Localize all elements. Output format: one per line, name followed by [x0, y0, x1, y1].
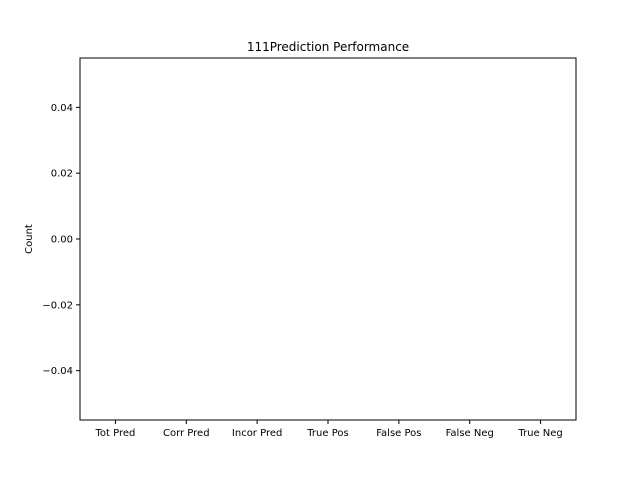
x-tick-label: Incor Pred — [232, 428, 282, 439]
plot-frame — [79, 57, 577, 421]
y-axis-label: Count — [24, 224, 35, 254]
x-tick-label: True Neg — [517, 428, 562, 439]
chart-title: 111Prediction Performance — [247, 40, 409, 54]
y-tick-label: 0.04 — [51, 103, 73, 114]
x-tick-label: Tot Pred — [94, 428, 135, 439]
x-tick-label: False Neg — [446, 428, 494, 439]
y-tick-label: −0.04 — [42, 366, 73, 377]
y-tick-label: −0.02 — [42, 300, 73, 311]
x-tick-label: Corr Pred — [163, 428, 210, 439]
y-tick-label: 0.02 — [51, 169, 73, 180]
x-tick-label: True Pos — [306, 428, 348, 439]
x-tick-label: False Pos — [376, 428, 421, 439]
x-ticks: Tot Pred Corr Pred Incor Pred True Pos False… — [94, 420, 563, 439]
y-ticks: −0.04 −0.02 0.00 0.02 0.04 — [42, 103, 80, 377]
y-tick-label: 0.00 — [51, 235, 73, 246]
